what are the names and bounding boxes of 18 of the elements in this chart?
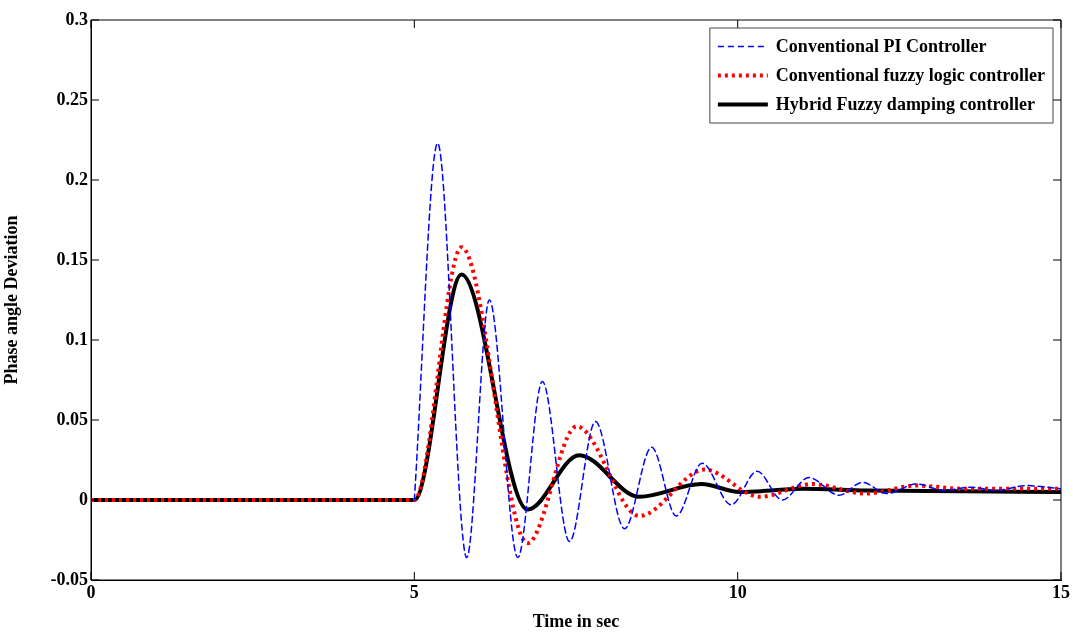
line-series — [91, 245, 1061, 546]
x-tick-label: 10 — [728, 582, 747, 603]
x-tick-label: 5 — [409, 582, 419, 603]
y-tick-label: 0.15 — [56, 248, 88, 269]
y-tick-label: 0.25 — [56, 88, 88, 109]
x-axis-title: Time in sec — [532, 610, 620, 631]
y-tick-label: 0.1 — [65, 328, 88, 349]
y-tick-label: 0.3 — [65, 8, 88, 29]
y-tick-label: 0 — [79, 488, 88, 509]
legend-label: Conventional PI Controller — [775, 36, 987, 57]
y-tick-label: 0.05 — [56, 408, 88, 429]
x-tick-label: 15 — [1052, 582, 1070, 603]
legend-label: Hybrid Fuzzy damping controller — [775, 94, 1036, 115]
y-tick-label: -0.05 — [50, 568, 88, 589]
y-axis-title: Phase angle Deviation — [1, 215, 22, 385]
y-tick-label: 0.2 — [65, 168, 88, 189]
line-series — [413, 142, 1061, 559]
legend-label: Conventional fuzzy logic controller — [775, 65, 1046, 86]
